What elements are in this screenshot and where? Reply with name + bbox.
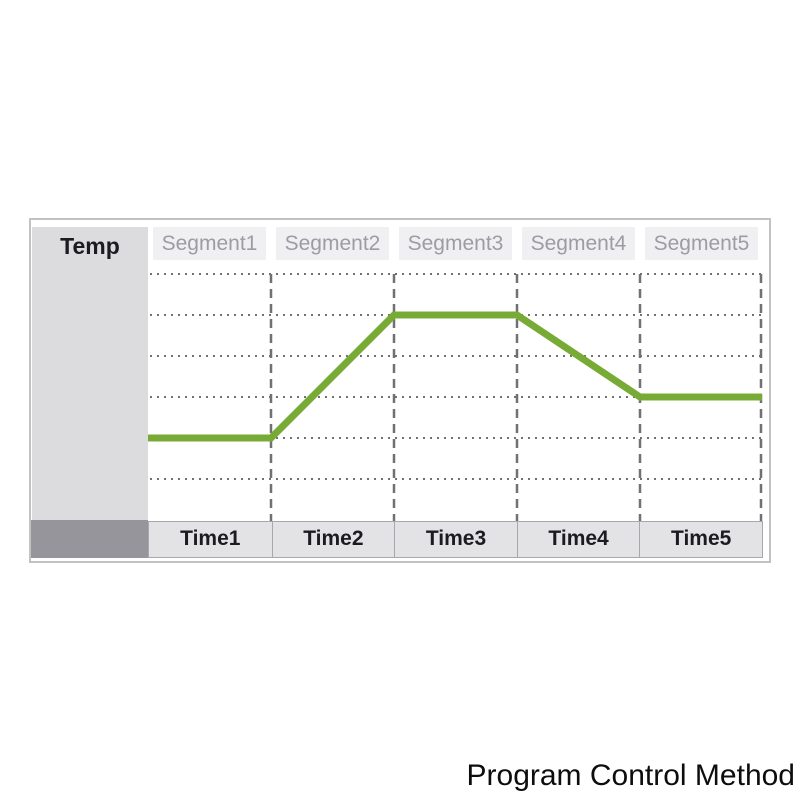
time-cell-1: Time1 (180, 527, 241, 550)
corner-cell (31, 520, 148, 558)
temperature-profile-line (148, 311, 762, 442)
temperature-profile-chart (148, 273, 763, 521)
time-cell-5: Time5 (639, 522, 762, 557)
segment-header-5: Segment5 (645, 227, 758, 260)
temp-axis-column: Temp (32, 227, 148, 520)
segment-header-1: Segment1 (153, 227, 266, 260)
time-cell-3: Time3 (394, 522, 517, 557)
program-profile-table: Temp Segment1 Segment2 Segment3 Segment4… (29, 218, 771, 563)
temp-label: Temp (60, 233, 120, 259)
time-cell-4: Time4 (516, 522, 640, 557)
time-row: Time1 Time2 Time3 Time4 Time5 (148, 521, 763, 558)
time-cell-2: Time2 (271, 522, 395, 557)
segment-header-4: Segment4 (522, 227, 635, 260)
segment-header-3: Segment3 (399, 227, 512, 260)
figure-caption: Program Control Method (466, 759, 795, 792)
segment-header-2: Segment2 (276, 227, 389, 260)
